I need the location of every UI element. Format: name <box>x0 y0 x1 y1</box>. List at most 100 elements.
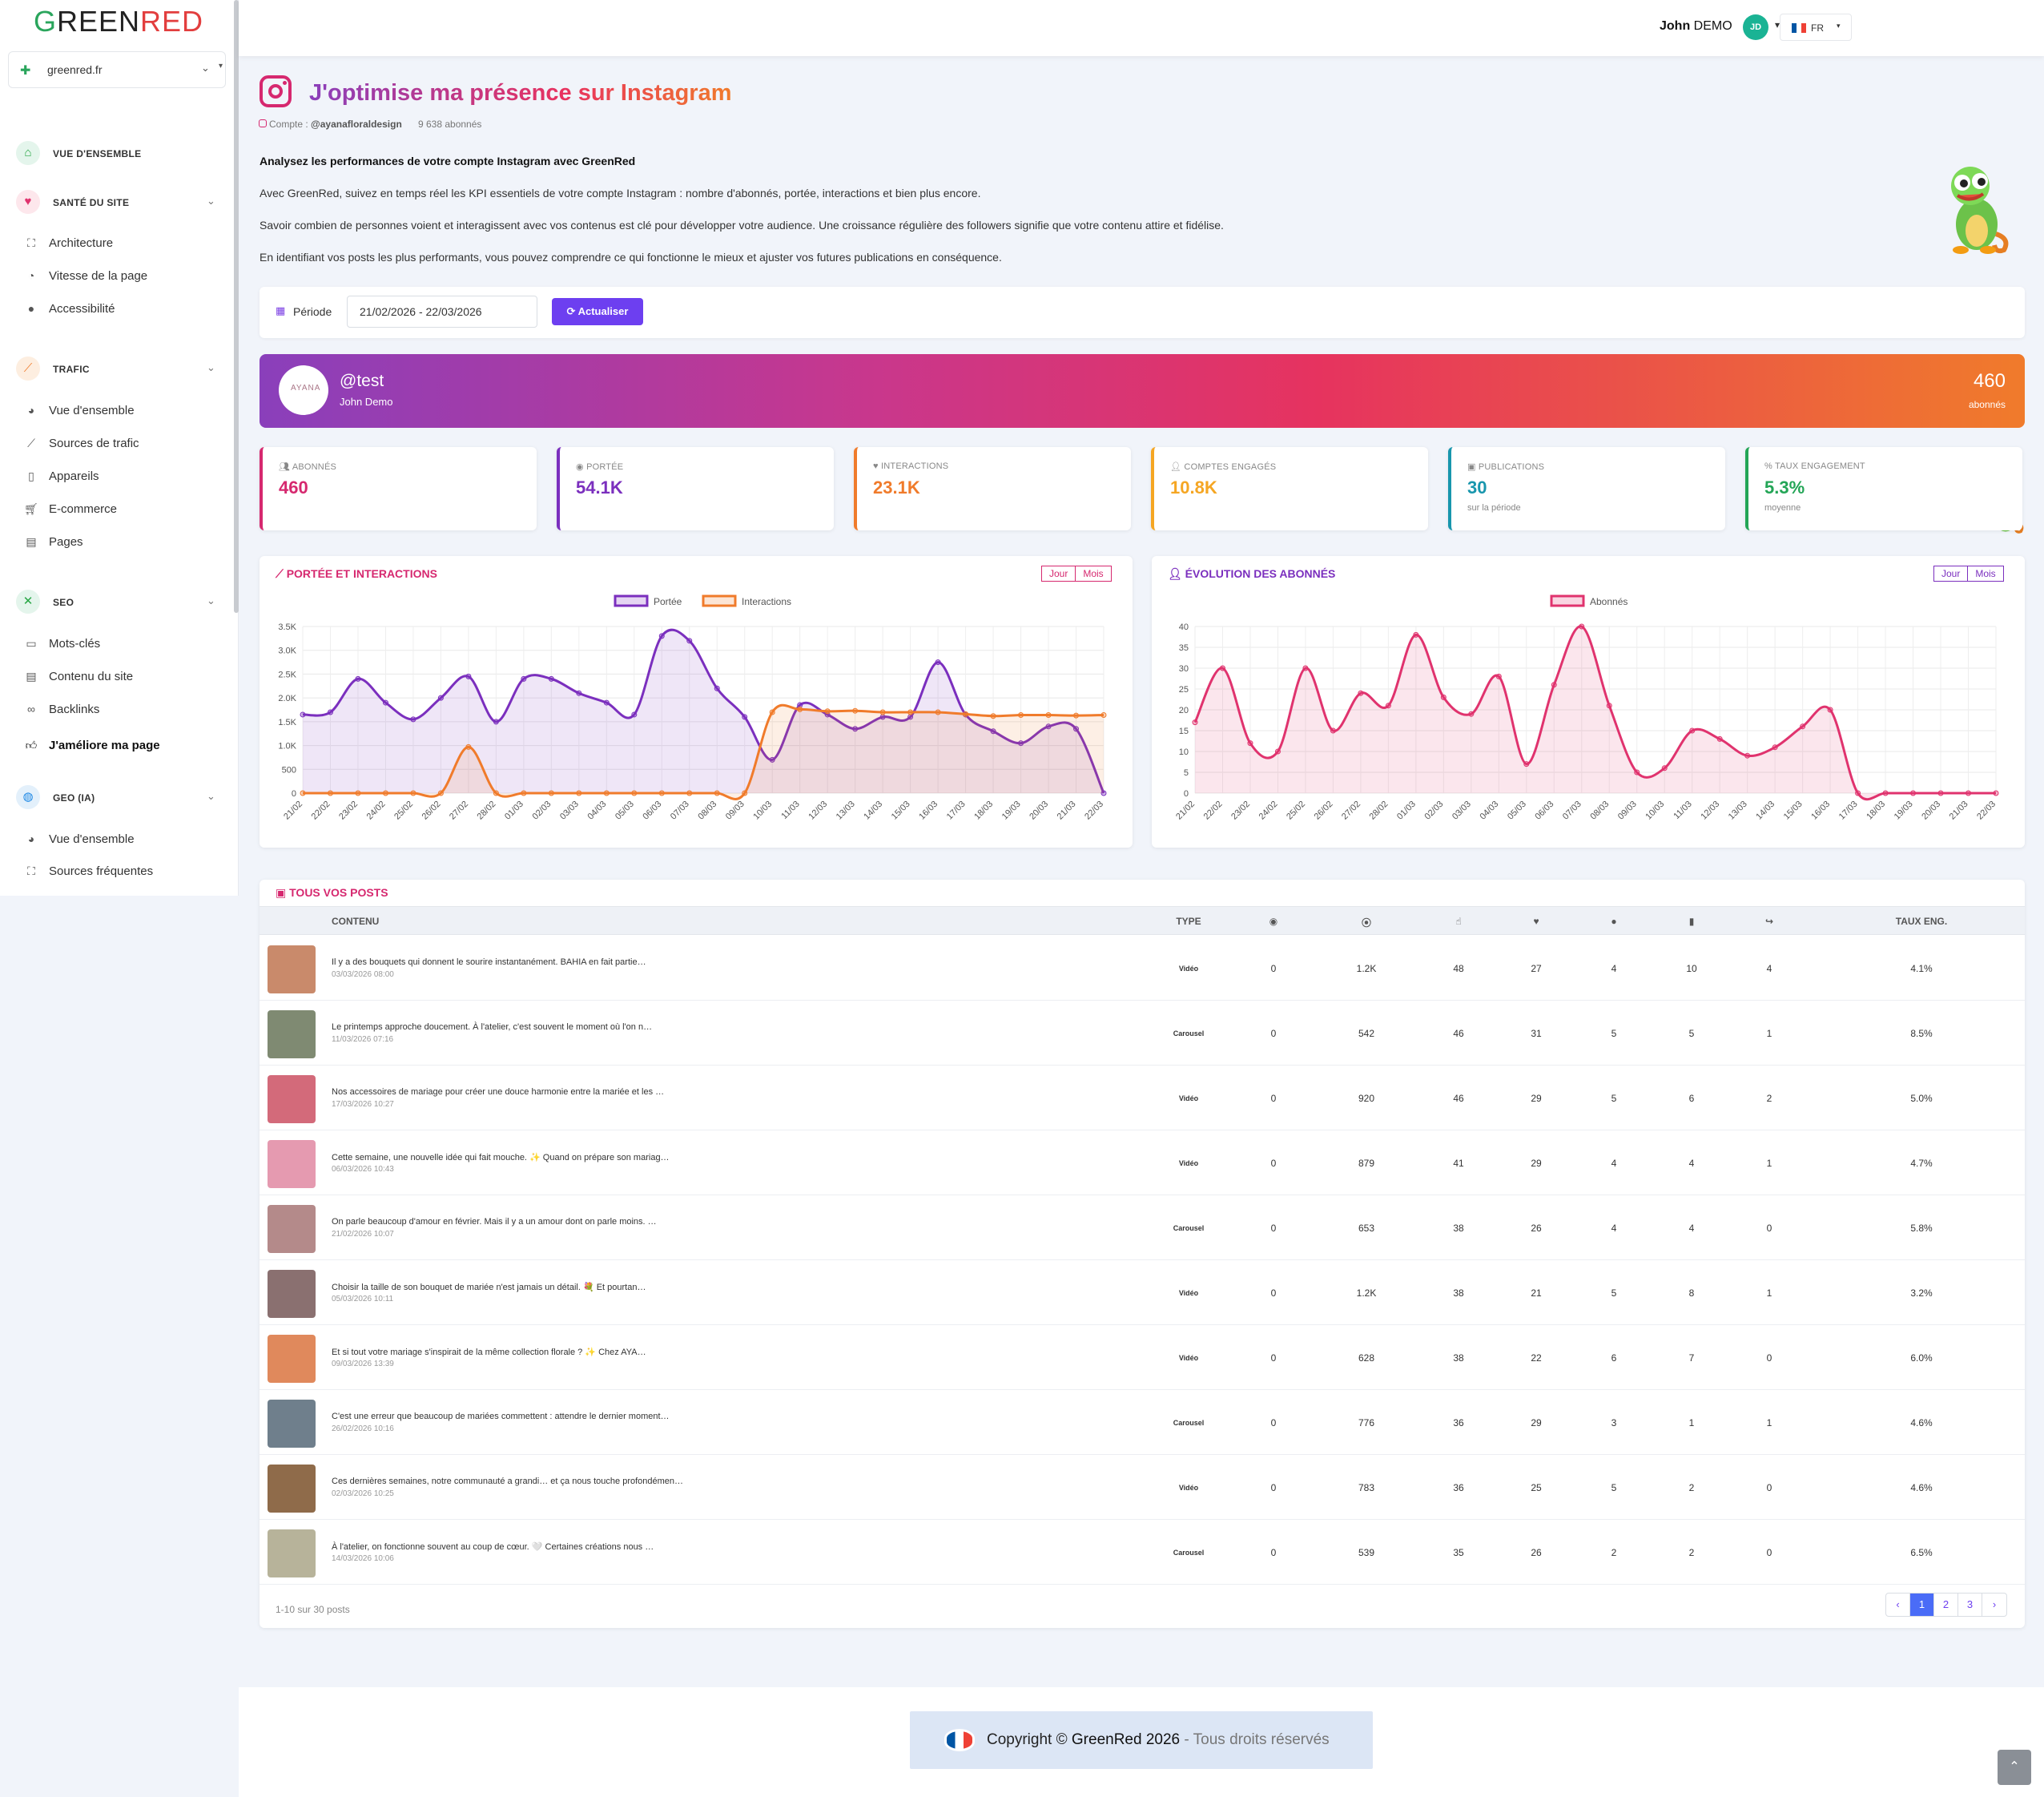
avatar[interactable]: JD <box>1743 14 1768 40</box>
post-caption[interactable]: On parle beaucoup d'amour en février. Ma… <box>332 1217 657 1227</box>
sidebar-item-page-speed[interactable]: ◔ Vitesse de la page <box>24 267 224 286</box>
greenred-logo[interactable]: GREENRED <box>34 5 204 38</box>
post-caption[interactable]: Nos accessoires de mariage pour créer un… <box>332 1087 665 1097</box>
sidebar-item-devices[interactable]: ▯ Appareils <box>24 467 224 486</box>
post-caption[interactable]: À l'atelier, on fonctionne souvent au co… <box>332 1542 654 1552</box>
sidebar-scrollbar[interactable] <box>234 0 239 613</box>
followers-count-text: 9 638 abonnés <box>418 119 482 130</box>
post-thumbnail[interactable] <box>268 1270 316 1318</box>
page-1-button[interactable]: 1 <box>1910 1594 1934 1616</box>
post-date: 14/03/2026 10:06 <box>332 1554 394 1563</box>
page-3-button[interactable]: 3 <box>1958 1594 1982 1616</box>
chevron-down-icon[interactable]: ⌄ <box>207 594 215 606</box>
post-caption[interactable]: Le printemps approche doucement. À l'ate… <box>332 1022 653 1032</box>
post-thumbnail[interactable] <box>268 945 316 993</box>
table-row[interactable]: Le printemps approche doucement. À l'ate… <box>260 1001 2025 1066</box>
refresh-button[interactable]: ⟳ Actualiser <box>552 298 643 325</box>
chevron-down-icon[interactable]: ⌄ <box>207 790 215 802</box>
cell-shares: 0 <box>1766 1482 1772 1493</box>
kpi-card-interactions: ♥ INTERACTIONS 23.1K <box>854 447 1131 530</box>
pagination-next-icon[interactable]: › <box>1992 1598 1997 1610</box>
chevron-down-icon[interactable]: ⌄ <box>207 361 215 373</box>
sidebar-item-architecture[interactable]: ⛶ Architecture <box>24 234 224 253</box>
cell-reach: 920 <box>1358 1093 1375 1104</box>
sidebar-item-geo-overview[interactable]: ◕ Vue d'ensemble <box>24 830 224 849</box>
toggle-day-button[interactable]: Jour <box>1933 566 1969 582</box>
post-thumbnail[interactable] <box>268 1400 316 1448</box>
post-caption[interactable]: Choisir la taille de son bouquet de mari… <box>332 1283 646 1292</box>
post-caption[interactable]: Cette semaine, une nouvelle idée qui fai… <box>332 1153 670 1162</box>
sidebar-item-accessibility[interactable]: ● Accessibilité <box>24 300 224 319</box>
table-row[interactable]: Il y a des bouquets qui donnent le souri… <box>260 936 2025 1001</box>
toggle-month-button[interactable]: Mois <box>1076 566 1112 582</box>
language-selector[interactable]: FR ▾ <box>1780 14 1852 41</box>
table-row[interactable]: Choisir la taille de son bouquet de mari… <box>260 1260 2025 1325</box>
x-tick-label: 13/03 <box>835 800 857 822</box>
pagination-prev-icon[interactable]: ‹ <box>1886 1594 1910 1616</box>
user-plus-icon: 👤︎ <box>1168 567 1185 580</box>
cell-likes: 29 <box>1531 1417 1542 1428</box>
user-name[interactable]: John DEMO <box>1660 19 1732 33</box>
x-tick-label: 20/03 <box>1920 800 1942 822</box>
post-thumbnail[interactable] <box>268 1205 316 1253</box>
post-thumbnail[interactable] <box>268 1140 316 1188</box>
cell-saves: 4 <box>1688 1223 1695 1234</box>
sidebar-item-backlinks[interactable]: ∞ Backlinks <box>24 700 224 719</box>
table-row[interactable]: On parle beaucoup d'amour en février. Ma… <box>260 1195 2025 1260</box>
col-comments-bubble-icon[interactable]: ● <box>1611 916 1617 927</box>
post-caption[interactable]: C'est une erreur que beaucoup de mariées… <box>332 1412 670 1421</box>
table-row[interactable]: Ces dernières semaines, notre communauté… <box>260 1455 2025 1520</box>
col-engaged-hand-icon[interactable]: ☝ <box>1455 916 1462 927</box>
cell-reach: 1.2K <box>1356 963 1377 974</box>
data-point <box>1523 761 1530 768</box>
sidebar-item-traffic-sources[interactable]: ⟋ Sources de trafic <box>24 434 224 453</box>
nav-section-overview[interactable]: ⌂ VUE D'ENSEMBLE <box>16 141 224 167</box>
col-type[interactable]: TYPE <box>1176 916 1201 927</box>
table-row[interactable]: À l'atelier, on fonctionne souvent au co… <box>260 1520 2025 1585</box>
post-thumbnail[interactable] <box>268 1529 316 1577</box>
nav-section-traffic[interactable]: ⟋ TRAFIC ⌄ <box>16 357 224 382</box>
scroll-to-top-button[interactable]: ⌃ <box>1998 1750 2031 1785</box>
post-caption[interactable]: Ces dernières semaines, notre communauté… <box>332 1477 684 1486</box>
nav-section-seo[interactable]: ✕ SEO ⌄ <box>16 590 224 615</box>
sidebar-item-improve-page[interactable]: 👍︎ J'améliore ma page <box>25 739 160 752</box>
cell-comments: 6 <box>1611 1352 1617 1364</box>
post-thumbnail[interactable] <box>268 1465 316 1513</box>
chevron-down-icon[interactable]: ⌄ <box>207 195 215 207</box>
table-row[interactable]: C'est une erreur que beaucoup de mariées… <box>260 1390 2025 1455</box>
x-tick-label: 28/02 <box>476 800 498 822</box>
post-thumbnail[interactable] <box>268 1075 316 1123</box>
data-point <box>355 790 361 796</box>
nav-section-site-health[interactable]: ♥ SANTÉ DU SITE ⌄ <box>16 190 224 216</box>
post-caption[interactable]: Et si tout votre mariage s'inspirait de … <box>332 1348 646 1357</box>
page-2-button[interactable]: 2 <box>1934 1594 1958 1616</box>
data-point <box>327 790 333 796</box>
col-engagement-rate[interactable]: TAUX ENG. <box>1895 916 1948 927</box>
period-date-range-input[interactable]: 21/02/2026 - 22/03/2026 <box>347 296 537 328</box>
table-row[interactable]: Et si tout votre mariage s'inspirait de … <box>260 1325 2025 1390</box>
nav-section-geo[interactable]: ◍ GEO (IA) ⌄ <box>16 785 224 811</box>
site-selector[interactable]: ✚ greenred.fr ⌄ ▾ <box>8 51 226 88</box>
sidebar-item-site-content[interactable]: ▤ Contenu du site <box>24 667 224 687</box>
post-thumbnail[interactable] <box>268 1010 316 1058</box>
user-menu-caret-icon[interactable]: ▾ <box>1775 19 1780 30</box>
sidebar-item-traffic-overview[interactable]: ◕ Vue d'ensemble <box>24 401 224 421</box>
col-saves-bookmark-icon[interactable]: ▮ <box>1688 916 1695 927</box>
col-content[interactable]: CONTENU <box>332 916 380 927</box>
sidebar-item-pages[interactable]: ▤ Pages <box>24 533 224 552</box>
data-point <box>603 699 610 706</box>
post-caption[interactable]: Il y a des bouquets qui donnent le souri… <box>332 957 646 967</box>
col-likes-heart-icon[interactable]: ♥ <box>1533 916 1539 927</box>
col-shares-share-icon[interactable]: ↪ <box>1764 916 1774 927</box>
sidebar-item-keywords[interactable]: ▭ Mots-clés <box>24 635 224 654</box>
post-thumbnail[interactable] <box>268 1335 316 1383</box>
col-views-eye-icon[interactable]: ◉ <box>1269 916 1278 927</box>
sidebar-item-frequent-sources[interactable]: ⛶ Sources fréquentes <box>24 862 224 881</box>
toggle-day-button[interactable]: Jour <box>1041 566 1076 582</box>
sidebar-item-ecommerce[interactable]: 🛒︎ E-commerce <box>24 502 118 516</box>
table-row[interactable]: Nos accessoires de mariage pour créer un… <box>260 1066 2025 1130</box>
toggle-month-button[interactable]: Mois <box>1968 566 2004 582</box>
col-reach-broadcast-icon[interactable]: ⦿ <box>1361 917 1371 929</box>
chart-title: 👤︎ ÉVOLUTION DES ABONNÉS <box>1168 567 1336 580</box>
table-row[interactable]: Cette semaine, une nouvelle idée qui fai… <box>260 1130 2025 1195</box>
